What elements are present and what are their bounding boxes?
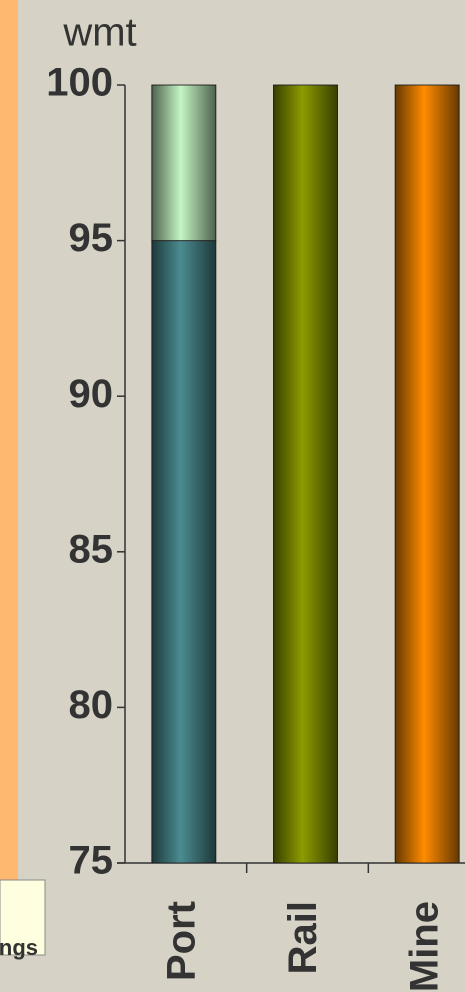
y-tick-label: 100 <box>46 61 113 105</box>
y-tick-label: 80 <box>69 683 114 727</box>
bar-shade <box>273 85 338 863</box>
y-tick-label: 90 <box>69 372 114 416</box>
bar-shade <box>151 240 216 864</box>
x-tick-label: Mine <box>403 901 447 992</box>
y-tick-label: 95 <box>69 216 114 260</box>
bar-shade <box>395 85 460 863</box>
bar-shade <box>151 85 216 241</box>
annotation-box <box>0 879 46 956</box>
y-tick-label: 85 <box>69 527 114 571</box>
side-stripe <box>0 0 18 880</box>
y-tick-label: 75 <box>69 839 114 883</box>
x-tick-label: Rail <box>281 901 325 974</box>
annotation: ngs <box>0 935 38 960</box>
x-tick-label: Port <box>159 901 203 981</box>
y-axis-label: wmt <box>62 11 136 55</box>
